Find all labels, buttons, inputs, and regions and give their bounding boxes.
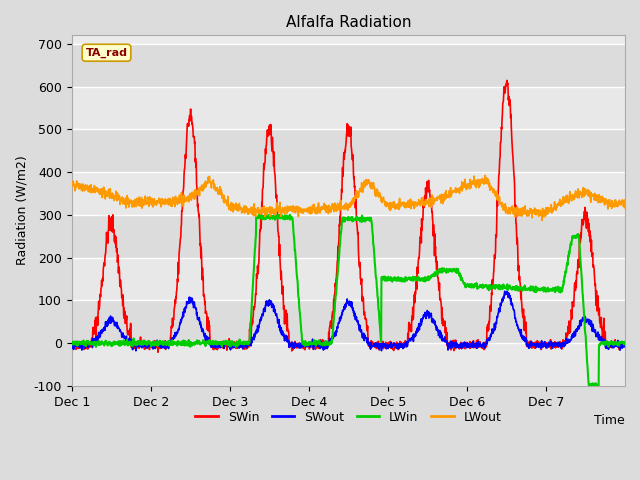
Bar [72, 44, 625, 86]
Y-axis label: Radiation (W/m2): Radiation (W/m2) [15, 156, 28, 265]
Bar [72, 172, 625, 215]
Bar [72, 258, 625, 300]
Bar [72, 130, 625, 172]
Bar [72, 215, 625, 258]
Title: Alfalfa Radiation: Alfalfa Radiation [285, 15, 411, 30]
Bar [72, 86, 625, 130]
Bar [72, 343, 625, 386]
Bar [72, 300, 625, 343]
X-axis label: Time: Time [595, 414, 625, 427]
Legend: SWin, SWout, LWin, LWout: SWin, SWout, LWin, LWout [190, 406, 506, 429]
Text: TA_rad: TA_rad [86, 48, 127, 58]
